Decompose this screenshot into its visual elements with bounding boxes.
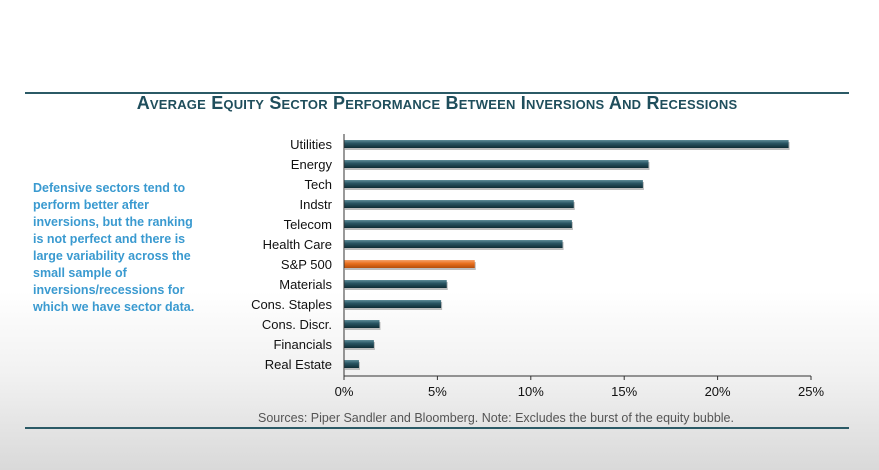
x-tick-label: 0% bbox=[335, 384, 354, 399]
category-label-utilities: Utilities bbox=[290, 137, 332, 152]
category-label-materials: Materials bbox=[279, 277, 332, 292]
category-label-health-care: Health Care bbox=[263, 237, 332, 252]
bar-financials bbox=[344, 340, 374, 348]
bar-cons-discr bbox=[344, 320, 380, 328]
x-tick-label: 5% bbox=[428, 384, 447, 399]
bar-health-care bbox=[344, 240, 563, 248]
x-tick-label: 15% bbox=[611, 384, 637, 399]
bar-utilities bbox=[344, 140, 789, 148]
x-tick-label: 20% bbox=[705, 384, 731, 399]
category-label-cons-staples: Cons. Staples bbox=[251, 297, 332, 312]
top-rule bbox=[25, 92, 849, 94]
bar-tech bbox=[344, 180, 643, 188]
bar-sandp-500 bbox=[344, 260, 475, 268]
bar-materials bbox=[344, 280, 447, 288]
category-label-energy: Energy bbox=[291, 157, 333, 172]
x-tick-label: 10% bbox=[518, 384, 544, 399]
category-label-telecom: Telecom bbox=[284, 217, 332, 232]
bar-real-estate bbox=[344, 360, 359, 368]
x-tick-label: 25% bbox=[798, 384, 824, 399]
side-note: Defensive sectors tend to perform better… bbox=[33, 181, 195, 314]
bar-indstr bbox=[344, 200, 574, 208]
category-label-indstr: Indstr bbox=[299, 197, 332, 212]
bottom-rule bbox=[25, 427, 849, 429]
category-label-sandp-500: S&P 500 bbox=[281, 257, 332, 272]
chart-title: Average Equity Sector Performance Betwee… bbox=[136, 93, 738, 113]
category-label-tech: Tech bbox=[305, 177, 332, 192]
category-label-real-estate: Real Estate bbox=[265, 357, 332, 372]
bar-energy bbox=[344, 160, 649, 168]
bar-telecom bbox=[344, 220, 572, 228]
category-label-cons-discr: Cons. Discr. bbox=[262, 317, 332, 332]
bar-cons-staples bbox=[344, 300, 442, 308]
category-label-financials: Financials bbox=[273, 337, 332, 352]
sources-note: Sources: Piper Sandler and Bloomberg. No… bbox=[258, 411, 734, 425]
